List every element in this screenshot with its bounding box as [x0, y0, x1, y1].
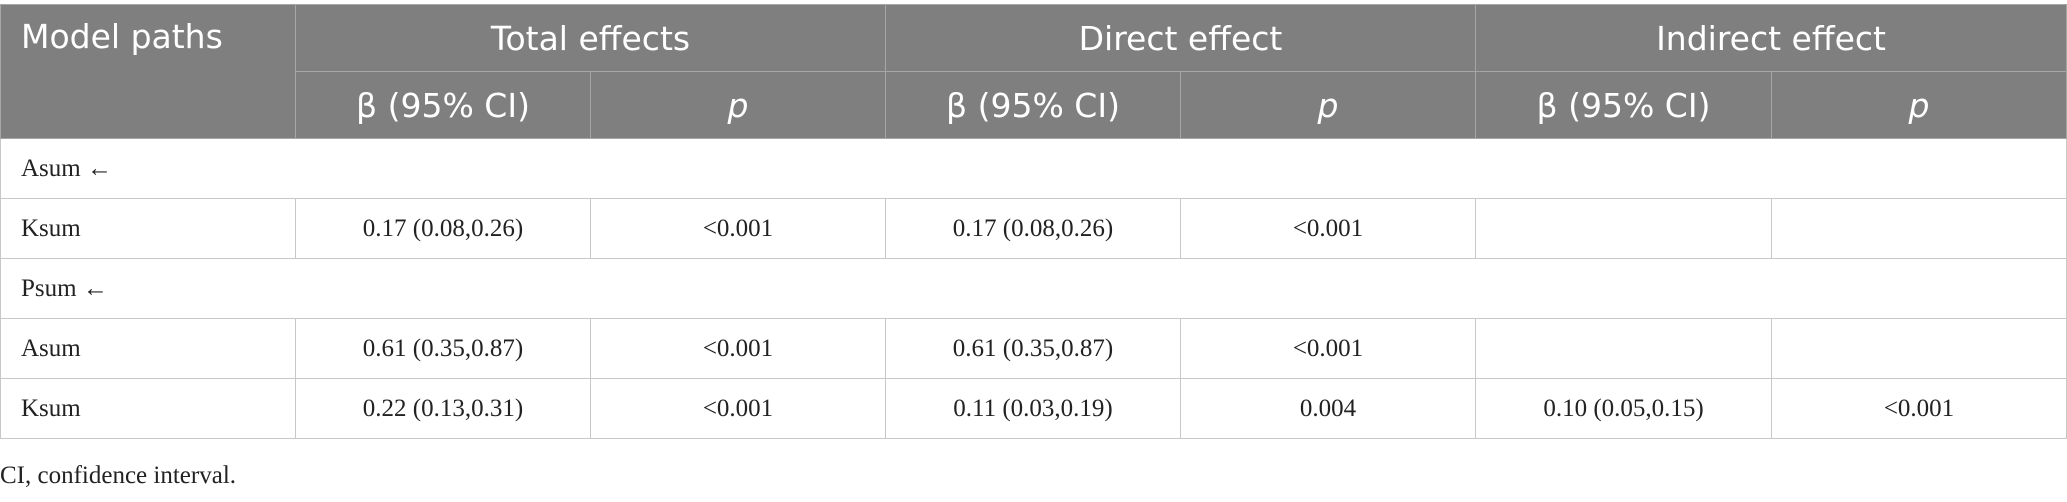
cell-direct-beta: 0.11 (0.03,0.19) — [885, 378, 1181, 439]
cell-total-p: <0.001 — [590, 198, 886, 259]
header-direct-effect: Direct effect — [884, 4, 1477, 72]
cell-total-p: <0.001 — [590, 318, 886, 379]
cell-path: Ksum — [0, 378, 296, 439]
group-label: Psum ← — [0, 258, 2067, 319]
cell-total-beta: 0.22 (0.13,0.31) — [295, 378, 591, 439]
header-direct-p: p — [1179, 71, 1477, 139]
cell-indirect-p — [1771, 318, 2067, 379]
cell-path: Ksum — [0, 198, 296, 259]
table-row: Ksum 0.22 (0.13,0.31) <0.001 0.11 (0.03,… — [0, 378, 2067, 439]
header-indirect-p: p — [1771, 71, 2067, 139]
cell-total-beta: 0.17 (0.08,0.26) — [295, 198, 591, 259]
cell-direct-p: <0.001 — [1179, 198, 1477, 259]
cell-direct-p: 0.004 — [1179, 378, 1477, 439]
cell-indirect-beta — [1475, 318, 1773, 379]
table-body: Asum ← Ksum 0.17 (0.08,0.26) <0.001 0.17… — [0, 138, 2067, 439]
cell-indirect-p: <0.001 — [1771, 378, 2067, 439]
cell-total-beta: 0.61 (0.35,0.87) — [295, 318, 591, 379]
group-label: Asum ← — [0, 138, 2067, 199]
table-footnote: CI, confidence interval. — [0, 462, 237, 489]
table-container: Model paths Total effects Direct effect … — [0, 4, 2067, 439]
group-row: Asum ← — [0, 138, 2067, 199]
header-total-p: p — [590, 71, 886, 139]
cell-direct-beta: 0.17 (0.08,0.26) — [885, 198, 1181, 259]
effects-table: Model paths Total effects Direct effect … — [0, 4, 2067, 439]
header-total-effects: Total effects — [295, 4, 886, 72]
header-indirect-beta: β (95% CI) — [1475, 71, 1773, 139]
cell-indirect-p — [1771, 198, 2067, 259]
cell-indirect-beta — [1475, 198, 1773, 259]
group-row: Psum ← — [0, 258, 2067, 319]
header-total-beta: β (95% CI) — [295, 71, 591, 139]
cell-indirect-beta: 0.10 (0.05,0.15) — [1475, 378, 1773, 439]
table-row: Ksum 0.17 (0.08,0.26) <0.001 0.17 (0.08,… — [0, 198, 2067, 259]
header-direct-beta: β (95% CI) — [885, 71, 1181, 139]
table-header: Model paths Total effects Direct effect … — [0, 4, 2067, 139]
header-model-paths: Model paths — [0, 4, 296, 139]
cell-total-p: <0.001 — [590, 378, 886, 439]
header-indirect-effect: Indirect effect — [1475, 4, 2067, 72]
cell-direct-beta: 0.61 (0.35,0.87) — [885, 318, 1181, 379]
table-row: Asum 0.61 (0.35,0.87) <0.001 0.61 (0.35,… — [0, 318, 2067, 379]
cell-direct-p: <0.001 — [1179, 318, 1477, 379]
cell-path: Asum — [0, 318, 296, 379]
